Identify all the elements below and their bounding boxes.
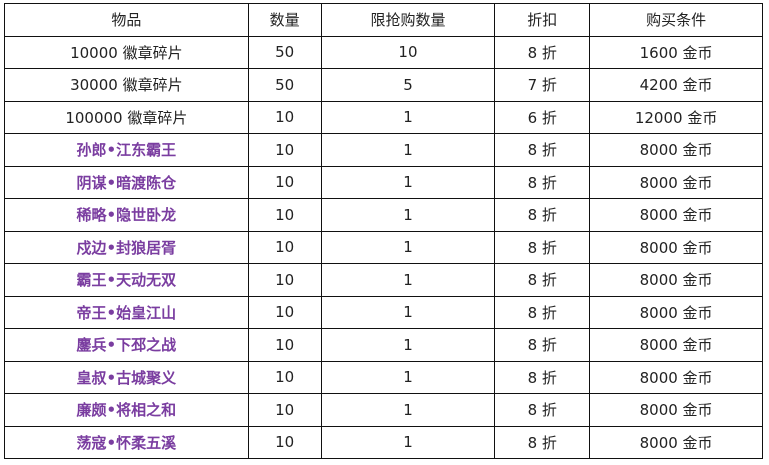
limit-cell: 1 [320,133,496,167]
condition-cell: 8000 金币 [589,360,763,394]
discount-cell: 6 折 [494,100,591,134]
item-cell: 鏖兵•下邳之战 [4,328,249,362]
limit-cell: 1 [320,328,496,362]
item-cell: 100000 徽章碎片 [4,100,249,134]
table-row: 荡寇•怀柔五溪 10 1 8 折 8000 金币 [4,425,763,459]
table-row: 皇叔•古城聚义 10 1 8 折 8000 金币 [4,360,763,394]
qty-cell: 10 [247,230,322,264]
discount-cell: 8 折 [494,295,591,329]
item-cell: 霸王•天动无双 [4,263,249,297]
qty-cell: 10 [247,360,322,394]
limit-cell: 1 [320,360,496,394]
discount-cell: 7 折 [494,68,591,102]
qty-cell: 10 [247,100,322,134]
table-row: 廉颇•将相之和 10 1 8 折 8000 金币 [4,393,763,427]
header-condition: 购买条件 [589,3,763,37]
condition-cell: 8000 金币 [589,230,763,264]
table-row: 100000 徽章碎片 10 1 6 折 12000 金币 [4,100,763,134]
item-cell: 30000 徽章碎片 [4,68,249,102]
discount-cell: 8 折 [494,35,591,69]
limit-cell: 1 [320,425,496,459]
item-cell: 孙郎•江东霸王 [4,133,249,167]
table-row: 10000 徽章碎片 50 10 8 折 1600 金币 [4,35,763,69]
item-cell: 皇叔•古城聚义 [4,360,249,394]
limit-cell: 1 [320,263,496,297]
item-cell: 帝王•始皇江山 [4,295,249,329]
limit-cell: 1 [320,165,496,199]
table-row: 鏖兵•下邳之战 10 1 8 折 8000 金币 [4,328,763,362]
discount-cell: 8 折 [494,393,591,427]
qty-cell: 10 [247,425,322,459]
qty-cell: 10 [247,328,322,362]
limit-cell: 1 [320,393,496,427]
table-row: 稀略•隐世卧龙 10 1 8 折 8000 金币 [4,198,763,232]
limit-cell: 10 [320,35,496,69]
condition-cell: 8000 金币 [589,328,763,362]
header-limit: 限抢购数量 [320,3,496,37]
qty-cell: 50 [247,68,322,102]
discount-cell: 8 折 [494,165,591,199]
condition-cell: 4200 金币 [589,68,763,102]
item-cell: 荡寇•怀柔五溪 [4,425,249,459]
condition-cell: 12000 金币 [589,100,763,134]
condition-cell: 8000 金币 [589,393,763,427]
table-row: 阴谋•暗渡陈仓 10 1 8 折 8000 金币 [4,165,763,199]
header-row: 物品 数量 限抢购数量 折扣 购买条件 [4,3,763,37]
qty-cell: 50 [247,35,322,69]
table-row: 霸王•天动无双 10 1 8 折 8000 金币 [4,263,763,297]
item-cell: 戍边•封狼居胥 [4,230,249,264]
header-discount: 折扣 [494,3,591,37]
limit-cell: 5 [320,68,496,102]
condition-cell: 8000 金币 [589,198,763,232]
item-cell: 10000 徽章碎片 [4,35,249,69]
discount-cell: 8 折 [494,230,591,264]
discount-cell: 8 折 [494,133,591,167]
limit-cell: 1 [320,230,496,264]
table-row: 帝王•始皇江山 10 1 8 折 8000 金币 [4,295,763,329]
condition-cell: 8000 金币 [589,165,763,199]
qty-cell: 10 [247,263,322,297]
qty-cell: 10 [247,295,322,329]
limit-cell: 1 [320,295,496,329]
discount-cell: 8 折 [494,328,591,362]
condition-cell: 8000 金币 [589,295,763,329]
qty-cell: 10 [247,198,322,232]
qty-cell: 10 [247,393,322,427]
item-cell: 阴谋•暗渡陈仓 [4,165,249,199]
limit-cell: 1 [320,100,496,134]
shop-table: 物品 数量 限抢购数量 折扣 购买条件 10000 徽章碎片 50 10 8 折 160… [4,3,763,459]
discount-cell: 8 折 [494,263,591,297]
header-qty: 数量 [247,3,322,37]
discount-cell: 8 折 [494,198,591,232]
discount-cell: 8 折 [494,425,591,459]
table-row: 孙郎•江东霸王 10 1 8 折 8000 金币 [4,133,763,167]
qty-cell: 10 [247,133,322,167]
condition-cell: 8000 金币 [589,133,763,167]
table-row: 30000 徽章碎片 50 5 7 折 4200 金币 [4,68,763,102]
discount-cell: 8 折 [494,360,591,394]
item-cell: 稀略•隐世卧龙 [4,198,249,232]
header-item: 物品 [4,3,249,37]
table-row: 戍边•封狼居胥 10 1 8 折 8000 金币 [4,230,763,264]
qty-cell: 10 [247,165,322,199]
condition-cell: 1600 金币 [589,35,763,69]
condition-cell: 8000 金币 [589,425,763,459]
condition-cell: 8000 金币 [589,263,763,297]
item-cell: 廉颇•将相之和 [4,393,249,427]
limit-cell: 1 [320,198,496,232]
